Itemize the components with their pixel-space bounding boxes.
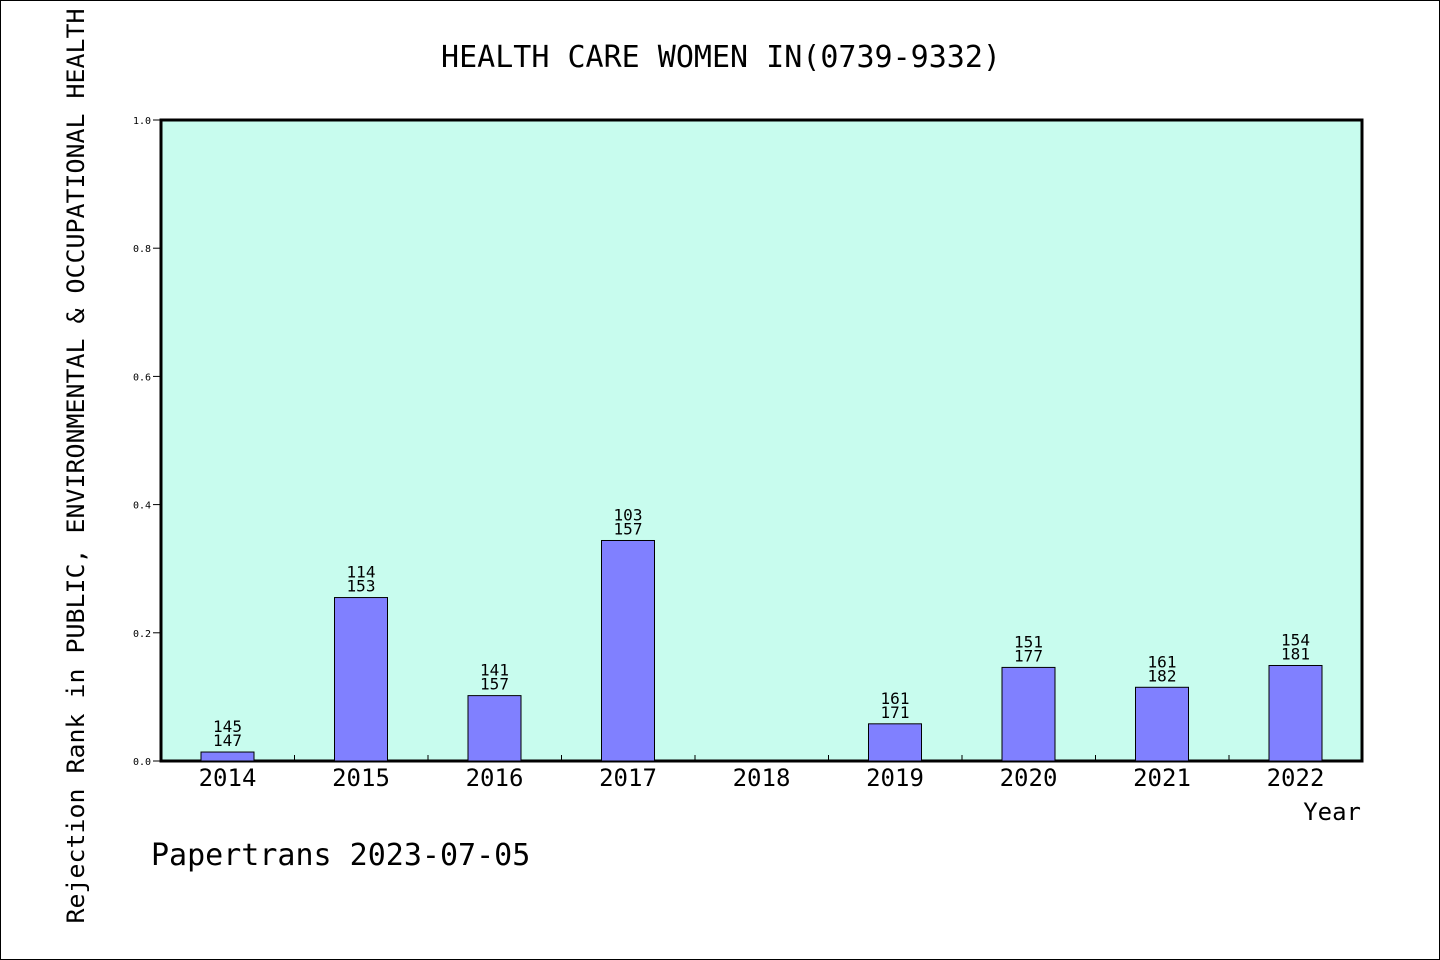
bar-label-top-2014: 145	[213, 717, 242, 736]
y-tick-label: 0.8	[133, 244, 151, 255]
bar-2014	[200, 751, 255, 762]
bar-label-top-2019: 161	[881, 689, 910, 708]
x-axis-label: Year	[1303, 798, 1361, 826]
bar-label-top-2022: 154	[1281, 630, 1310, 649]
bar-label-bottom-2015: 153	[347, 577, 376, 596]
bar-2017	[601, 539, 655, 762]
bar-label-top-2015: 114	[347, 563, 376, 582]
x-tick-label-2016: 2016	[466, 764, 524, 792]
bar-2021	[1135, 686, 1189, 762]
footer-credit: Papertrans 2023-07-05	[151, 838, 530, 873]
x-tick-label-2018: 2018	[733, 764, 791, 792]
y-axis-label: Rejection Rank in PUBLIC, ENVIRONMENTAL …	[62, 9, 90, 924]
y-tick-label: 0.4	[133, 501, 151, 512]
y-tick-label: 1.0	[133, 116, 151, 127]
x-tick-label-2022: 2022	[1267, 764, 1325, 792]
bar-label-bottom-2019: 171	[881, 703, 910, 722]
x-tick-label-2020: 2020	[1000, 764, 1058, 792]
y-tick-label: 0.0	[133, 757, 151, 768]
bar-label-top-2016: 141	[480, 661, 509, 680]
bar-label-bottom-2022: 181	[1281, 644, 1310, 663]
bar-2016	[467, 695, 522, 762]
x-tick-label-2017: 2017	[599, 764, 657, 792]
bar-2020	[1001, 666, 1056, 762]
bar-label-bottom-2020: 177	[1014, 646, 1043, 665]
bar-2015	[334, 597, 388, 762]
x-tick-label-2021: 2021	[1133, 764, 1191, 792]
bar-2022	[1268, 664, 1323, 762]
bar-label-bottom-2021: 182	[1148, 666, 1177, 685]
y-tick-label: 0.6	[133, 372, 151, 383]
bar-label-top-2017: 103	[614, 505, 643, 524]
x-tick-label-2019: 2019	[866, 764, 924, 792]
bar-label-bottom-2017: 157	[614, 519, 643, 538]
bar-label-top-2021: 161	[1148, 652, 1177, 671]
x-tick-label-2014: 2014	[199, 764, 257, 792]
bar-label-top-2020: 151	[1014, 632, 1043, 651]
x-tick-label-2015: 2015	[332, 764, 390, 792]
bar-label-bottom-2016: 157	[480, 675, 509, 694]
bar-2019	[868, 723, 922, 762]
bar-label-bottom-2014: 147	[213, 731, 242, 750]
y-tick-label: 0.2	[133, 629, 151, 640]
chart-title: HEALTH CARE WOMEN IN(0739-9332)	[441, 40, 1001, 75]
